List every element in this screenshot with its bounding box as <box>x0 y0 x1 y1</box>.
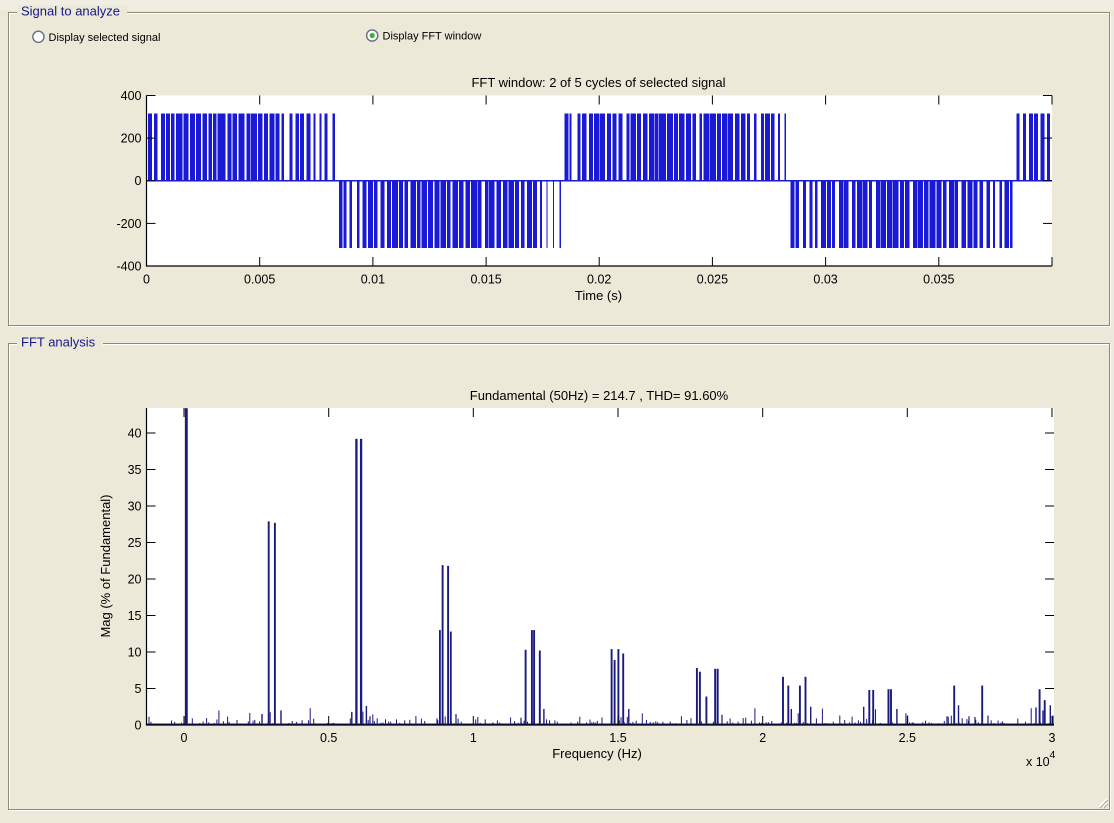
svg-text:35: 35 <box>128 463 142 477</box>
svg-text:3: 3 <box>1049 731 1056 745</box>
svg-text:FFT window: 2 of 5 cycles of s: FFT window: 2 of 5 cycles of selected si… <box>471 75 725 90</box>
svg-text:FFT analysis: FFT analysis <box>21 335 96 350</box>
svg-text:20: 20 <box>128 573 142 587</box>
svg-text:0: 0 <box>181 731 188 745</box>
svg-text:Display selected signal: Display selected signal <box>49 32 161 44</box>
svg-text:Signal to analyze: Signal to analyze <box>21 4 120 19</box>
svg-text:Time (s): Time (s) <box>575 288 622 303</box>
svg-text:0: 0 <box>143 273 150 287</box>
svg-text:Frequency (Hz): Frequency (Hz) <box>552 746 642 761</box>
svg-text:4: 4 <box>1050 749 1056 761</box>
svg-text:2: 2 <box>759 731 766 745</box>
svg-text:1: 1 <box>470 731 477 745</box>
svg-text:x 10: x 10 <box>1026 755 1050 769</box>
svg-text:Fundamental (50Hz) = 214.7 , T: Fundamental (50Hz) = 214.7 , THD= 91.60% <box>470 388 729 403</box>
svg-text:400: 400 <box>121 89 142 103</box>
svg-text:Display FFT window: Display FFT window <box>383 31 482 43</box>
svg-text:0.03: 0.03 <box>813 273 837 287</box>
svg-text:5: 5 <box>135 682 142 696</box>
svg-text:40: 40 <box>128 427 142 441</box>
svg-text:0: 0 <box>135 174 142 188</box>
svg-text:200: 200 <box>121 132 142 146</box>
svg-text:2.5: 2.5 <box>899 731 916 745</box>
svg-text:0.035: 0.035 <box>923 273 954 287</box>
svg-text:0.015: 0.015 <box>470 273 501 287</box>
svg-text:15: 15 <box>128 609 142 623</box>
svg-text:-200: -200 <box>116 217 141 231</box>
svg-text:0: 0 <box>135 719 142 733</box>
svg-text:Mag (% of Fundamental): Mag (% of Fundamental) <box>98 494 113 637</box>
svg-text:0.5: 0.5 <box>320 731 337 745</box>
svg-text:0.005: 0.005 <box>244 273 275 287</box>
svg-text:0.01: 0.01 <box>361 273 385 287</box>
svg-text:1.5: 1.5 <box>609 731 626 745</box>
svg-text:25: 25 <box>128 536 142 550</box>
svg-text:30: 30 <box>128 500 142 514</box>
svg-text:0.025: 0.025 <box>697 273 728 287</box>
svg-text:10: 10 <box>128 646 142 660</box>
svg-text:-400: -400 <box>116 260 141 274</box>
svg-text:0.02: 0.02 <box>587 273 611 287</box>
